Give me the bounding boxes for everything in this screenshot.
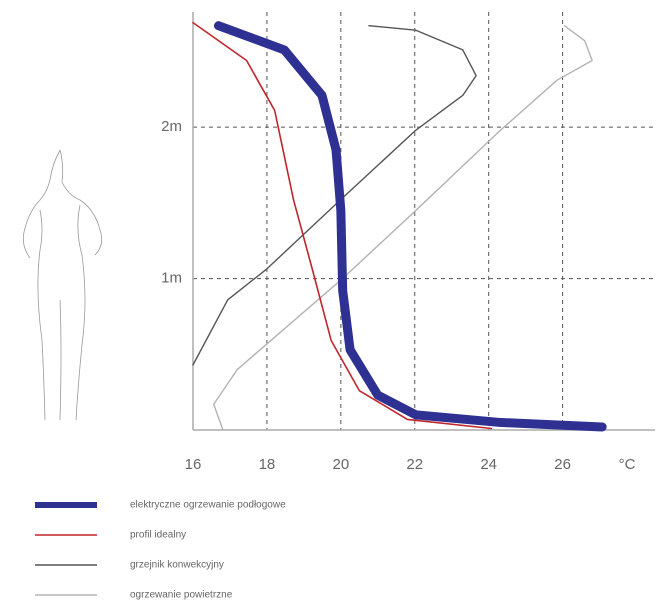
x-axis-label: °C [619, 456, 636, 473]
legend-label: ogrzewanie powietrzne [130, 590, 233, 601]
legend-label: elektryczne ogrzewanie podłogowe [130, 500, 286, 511]
x-tick-label: 24 [480, 456, 497, 473]
y-tick-label: 2m [161, 118, 182, 135]
x-tick-label: 26 [554, 456, 571, 473]
series-line [214, 26, 592, 430]
series-line [219, 26, 603, 427]
legend-label: profil idealny [130, 530, 186, 541]
person-silhouette [23, 150, 101, 420]
x-tick-label: 16 [185, 456, 202, 473]
legend-label: grzejnik konwekcyjny [130, 560, 224, 571]
y-tick-label: 1m [161, 270, 182, 287]
x-tick-label: 22 [406, 456, 423, 473]
chart: °C 16 18 20 22 24 26 1m 2m elektryczne ogrzewani… [0, 0, 657, 601]
x-tick-label: 18 [259, 456, 276, 473]
series-line [193, 26, 476, 365]
x-tick-label: 20 [332, 456, 349, 473]
